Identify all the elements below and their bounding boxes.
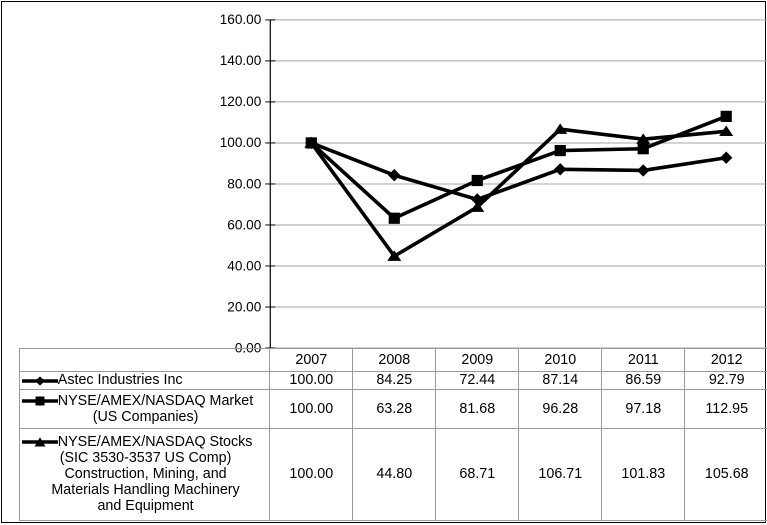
svg-text:80.00: 80.00 [227,176,261,191]
svg-text:20.00: 20.00 [227,299,261,314]
svg-text:140.00: 140.00 [220,53,262,68]
svg-text:100.00: 100.00 [220,135,262,150]
svg-text:60.00: 60.00 [227,217,261,232]
svg-text:160.00: 160.00 [220,12,262,27]
svg-text:120.00: 120.00 [220,94,262,109]
svg-text:40.00: 40.00 [227,258,261,273]
